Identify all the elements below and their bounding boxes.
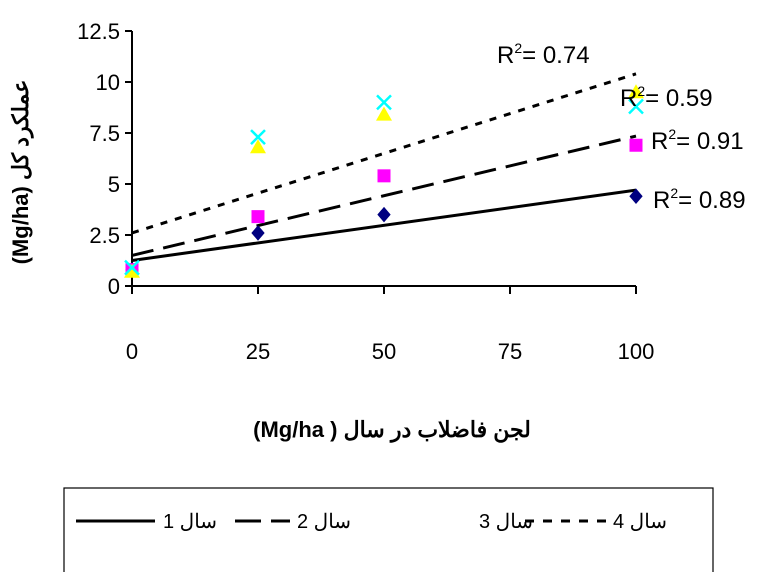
- r2-label-year-2: R2= 0.91: [651, 126, 744, 155]
- point-year-1: [251, 225, 265, 241]
- plot-area: 0 2.5 5 7.5 10 12.5 0 25 50 75 100: [77, 19, 654, 364]
- legend-label-year-1: سال 1: [163, 511, 217, 533]
- point-year-4: [376, 94, 392, 111]
- trendline-year-4: [131, 72, 637, 235]
- point-year-4-stroke: [250, 129, 266, 145]
- point-year-4: [250, 129, 266, 145]
- legend-label-year-4: سال 4: [613, 511, 667, 533]
- x-tick-label: 100: [618, 339, 655, 364]
- trendline-year-1: [131, 188, 637, 262]
- legend-label-year-2: سال 2: [297, 511, 351, 533]
- legend: سال 1 سال 2 سال 3 سال 4: [63, 487, 714, 572]
- point-year-3: [628, 84, 644, 99]
- point-year-3: [250, 139, 266, 154]
- x-tick-label: 0: [126, 339, 138, 364]
- point-year-4-stroke: [376, 94, 392, 111]
- x-tick-label: 75: [498, 339, 522, 364]
- point-year-2: [377, 169, 391, 183]
- y-axis-title: عملکرد کل (Mg/ha): [8, 80, 34, 265]
- y-tick-label: 7.5: [89, 121, 120, 146]
- point-year-4-stroke: [124, 259, 140, 276]
- point-year-1: [629, 188, 643, 205]
- point-year-3: [124, 263, 140, 278]
- x-tick-label: 50: [372, 339, 396, 364]
- legend-label-year-3: سال 3: [479, 511, 533, 533]
- r2-label-year-4: R2= 0.74: [497, 40, 590, 69]
- r2-label-year-1: R2= 0.89: [653, 185, 746, 214]
- point-year-3: [376, 106, 392, 121]
- y-tick-label: 10: [96, 70, 120, 95]
- r2-label-year-3: R2= 0.59: [620, 83, 713, 112]
- point-year-4: [124, 259, 140, 276]
- point-year-2: [251, 210, 265, 224]
- point-year-2: [629, 138, 643, 152]
- point-year-4: [628, 98, 644, 115]
- trendline-year-2: [131, 134, 637, 257]
- legend-items: سال 1 سال 2 سال 3 سال 4: [76, 511, 667, 533]
- y-tick-label: 12.5: [77, 19, 120, 44]
- point-year-1: [377, 206, 391, 223]
- point-year-4-stroke: [628, 98, 644, 115]
- legend-box: [63, 487, 714, 572]
- y-tick-label: 0: [108, 274, 120, 299]
- y-tick-label: 2.5: [89, 223, 120, 248]
- x-axis-title: لجن فاضلاب در سال ( Mg/ha): [253, 417, 531, 443]
- y-tick-label: 5: [108, 172, 120, 197]
- x-tick-label: 25: [246, 339, 270, 364]
